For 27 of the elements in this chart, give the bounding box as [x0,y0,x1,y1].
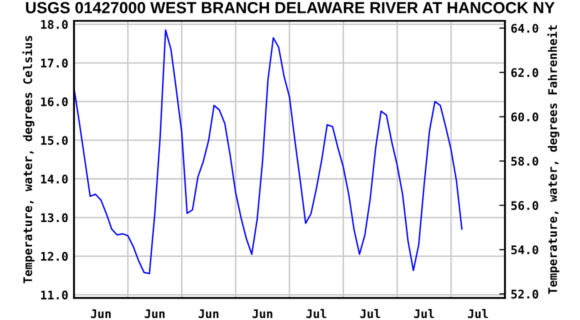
y-tick-label: 12.0 [41,252,68,261]
x-tick-label: Jun [198,309,218,318]
x-tick-label: Jun [252,309,272,318]
y2-tick-label: 62.0 [511,68,538,78]
x-tick-label: Jul [360,309,380,318]
y-tick-label: 13.0 [41,213,68,222]
y2-axis-title: Temperature, water, degrees Fahrenheit [547,25,560,294]
y2-tick-label: 54.0 [511,245,538,254]
y2-tick-label: 60.0 [511,112,538,122]
x-tick-label: Jun [90,309,111,318]
x-tick-label: Jun [144,309,165,318]
y2-tick-label: 64.0 [511,24,538,33]
x-tick-label: Jul [414,309,434,318]
y-tick-label: 18.0 [41,20,68,29]
y-tick-label: 16.0 [41,97,68,106]
x-tick-label: Jul [468,309,488,318]
y-axis-title: Temperature, water, degrees Celsius [22,36,34,284]
y2-tick-label: 56.0 [511,201,538,210]
y-tick-label: 17.0 [41,58,68,68]
y-tick-label: 14.0 [41,174,68,184]
chart-title: USGS 01427000 WEST BRANCH DELAWARE RIVER AT HANCOCK NY [26,2,555,14]
line-series [74,29,463,274]
y-tick-label: 11.0 [41,290,68,300]
y-tick-label: 15.0 [41,136,68,145]
y2-tick-label: 52.0 [511,290,538,299]
x-tick-label: Jul [306,309,326,318]
y2-tick-label: 58.0 [511,156,538,166]
